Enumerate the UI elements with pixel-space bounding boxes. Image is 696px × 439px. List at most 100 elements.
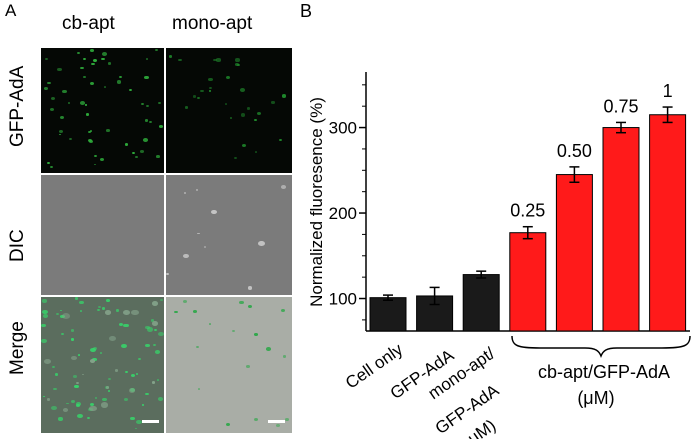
cell-spot: [158, 331, 164, 337]
bar: [649, 114, 687, 332]
cell-spot: [135, 156, 138, 159]
cell-spot: [246, 365, 250, 368]
cell-spot: [90, 49, 94, 52]
cell-spot: [193, 95, 197, 98]
group-label: cb-apt/GFP-AdA: [538, 362, 670, 382]
cell-spot: [144, 119, 149, 122]
cell-spot: [154, 48, 158, 51]
cell-spot: [208, 322, 212, 325]
cell-spot: [185, 106, 189, 109]
cell-spot: [141, 403, 145, 406]
cell-spot: [276, 424, 281, 428]
cell-spot: [69, 137, 72, 141]
cell-spot: [145, 325, 150, 330]
cell-spot: [257, 241, 265, 247]
cell-spot: [124, 143, 129, 146]
cell-spot: [237, 63, 241, 67]
cell-spot: [71, 355, 78, 361]
cell-spot: [119, 76, 122, 79]
cell-spot: [281, 94, 287, 98]
cell-spot: [146, 104, 149, 108]
cell-spot: [74, 384, 80, 389]
cell-spot: [108, 335, 116, 341]
cell-spot: [153, 328, 157, 331]
cell-spot: [254, 119, 257, 121]
cell-spot: [240, 113, 246, 117]
cell-spot: [229, 116, 233, 119]
cell-spot: [97, 309, 101, 312]
cell-spot: [208, 77, 213, 82]
cell-spot: [225, 103, 228, 105]
cell-spot: [62, 89, 67, 94]
cell-spot: [108, 390, 111, 392]
cell-spot: [93, 58, 98, 62]
cell-spot: [158, 101, 161, 104]
bar-data-label: 0.50: [557, 141, 592, 161]
cell-spot: [209, 86, 212, 89]
cell-spot: [151, 301, 159, 307]
cell-spot: [151, 321, 158, 326]
y-tick-label: 200: [329, 204, 357, 223]
cell-spot: [128, 88, 133, 92]
cell-spot: [101, 307, 106, 310]
cell-spot: [116, 309, 120, 312]
cell-spot: [134, 427, 137, 430]
y-axis-label: Normalized fluoresence (%): [307, 97, 326, 307]
cell-spot: [144, 75, 149, 79]
cell-spot: [114, 368, 119, 372]
cell-spot: [147, 327, 154, 332]
cell-spot: [280, 308, 285, 312]
bar-data-label: 0.25: [510, 201, 545, 221]
cell-spot: [85, 113, 90, 116]
cell-spot: [200, 89, 204, 93]
cell-spot: [90, 347, 96, 352]
group-label-unit: (μM): [577, 388, 614, 408]
cell-spot: [98, 305, 102, 308]
cell-spot: [151, 381, 156, 384]
cell-spot: [212, 58, 217, 62]
cell-spot: [178, 58, 182, 62]
cell-spot: [123, 323, 129, 328]
cell-spot: [193, 310, 197, 314]
cell-spot: [195, 189, 198, 191]
cell-spot: [107, 61, 112, 65]
cell-spot: [59, 133, 62, 136]
cell-spot: [233, 156, 237, 160]
cell-spot: [140, 102, 145, 106]
cell-spot: [143, 138, 149, 143]
cell-spot: [46, 161, 50, 164]
cell-spot: [211, 209, 217, 214]
cell-spot: [247, 286, 253, 290]
cell-spot: [59, 115, 64, 119]
cell-spot: [203, 246, 206, 248]
cell-spot: [100, 352, 103, 355]
cell-spot: [106, 129, 110, 132]
cell-spot: [94, 396, 98, 399]
cell-spot: [77, 51, 80, 54]
cell-spot: [103, 86, 107, 89]
cell-spot: [196, 96, 200, 100]
cell-spot: [79, 300, 84, 305]
cell-spot: [66, 402, 69, 405]
cell-spot: [62, 407, 69, 412]
cell-spot: [254, 150, 258, 153]
cell-spot: [76, 381, 80, 384]
cell-spot: [240, 88, 245, 92]
cell-spot: [45, 57, 48, 60]
cell-spot: [70, 338, 75, 341]
cell-spot: [76, 403, 81, 408]
cell-spot: [196, 346, 199, 349]
cell-spot: [82, 57, 86, 60]
cell-spot: [156, 155, 160, 158]
y-tick-label: 100: [329, 290, 357, 309]
cell-spot: [49, 165, 54, 169]
cell-spot: [87, 130, 91, 133]
cell-spot: [281, 185, 287, 190]
bar: [509, 232, 547, 332]
cell-spot: [136, 419, 142, 425]
cell-spot: [145, 58, 149, 60]
cell-spot: [91, 62, 95, 66]
cell-spot: [246, 107, 251, 111]
bar: [462, 274, 500, 332]
cell-spot: [254, 417, 259, 422]
